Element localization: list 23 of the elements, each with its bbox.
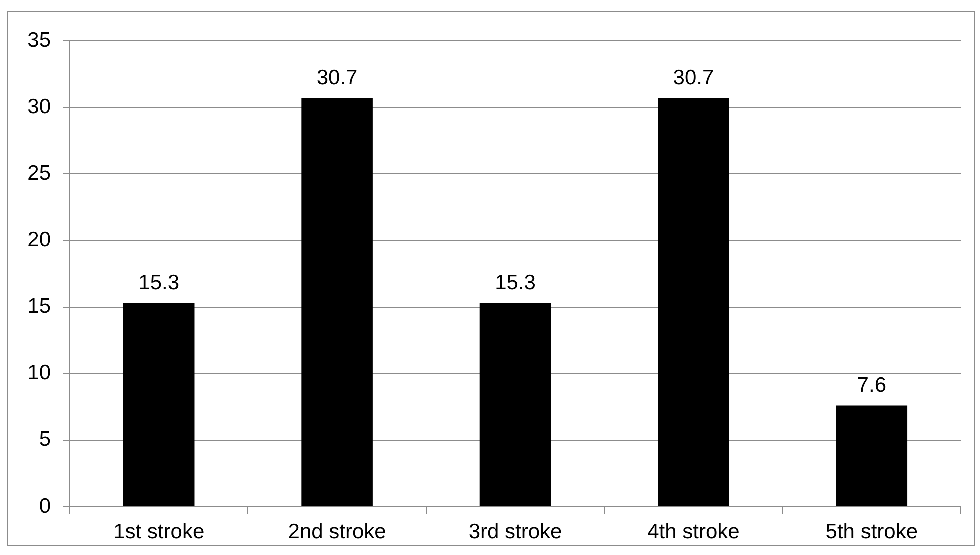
y-tick-label: 30 <box>28 95 51 118</box>
bar <box>302 98 373 506</box>
y-tick-label: 0 <box>39 494 51 518</box>
y-tick-label: 25 <box>28 162 51 185</box>
y-tick-label: 15 <box>28 295 51 318</box>
x-tick-label: 4th stroke <box>648 520 740 544</box>
x-tick-label: 5th stroke <box>826 520 918 544</box>
data-label: 15.3 <box>495 272 536 295</box>
x-tick-label: 2nd stroke <box>288 520 386 544</box>
y-tick-label: 20 <box>28 228 51 252</box>
bar <box>123 303 195 506</box>
data-label: 30.7 <box>673 66 714 90</box>
y-tick-label: 5 <box>39 428 51 452</box>
data-label: 30.7 <box>316 66 358 90</box>
x-tick-label: 1st stroke <box>114 520 205 544</box>
data-label: 7.6 <box>857 374 886 398</box>
y-tick-label: 10 <box>28 362 51 385</box>
bar <box>480 303 552 506</box>
data-label: 15.3 <box>138 272 180 295</box>
y-tick-label: 35 <box>28 28 51 52</box>
bar <box>658 98 730 506</box>
bar <box>836 406 908 506</box>
x-tick-label: 3rd stroke <box>468 520 562 544</box>
